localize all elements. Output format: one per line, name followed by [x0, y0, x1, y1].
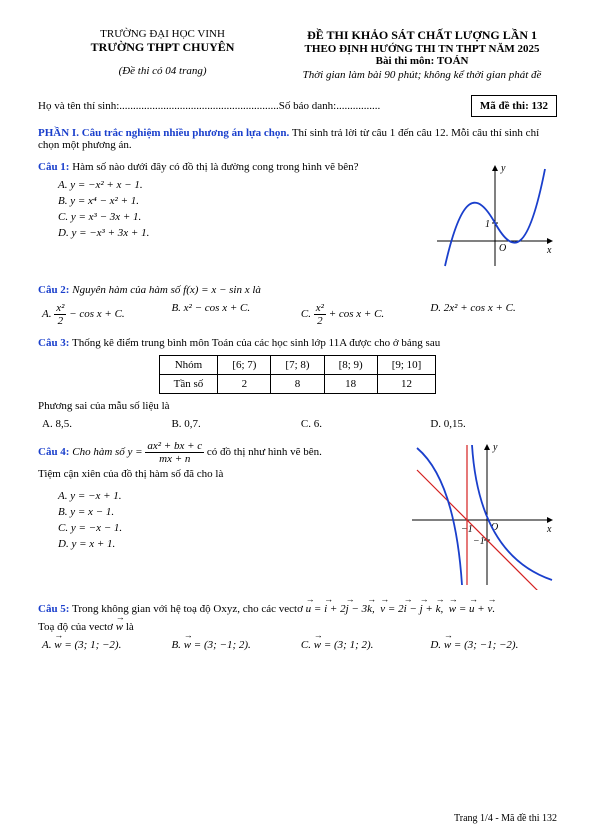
q4-graph: x y O −1 −1 — [407, 440, 557, 593]
table-row: Tần số 2 8 18 12 — [159, 375, 436, 394]
q4-line2: Tiệm cận xiên của đồ thị hàm số đã cho l… — [38, 468, 399, 480]
header-left: TRƯỜNG ĐẠI HỌC VINH TRƯỜNG THPT CHUYÊN (… — [38, 28, 287, 81]
q2-opt-b: B. x² − cos x + C. — [171, 302, 294, 327]
part1-heading: PHẦN I. Câu trắc nghiệm nhiều phương án … — [38, 127, 557, 151]
sbd-label: Số báo danh: — [279, 100, 336, 112]
q5-line2a: Toạ độ của vectơ — [38, 621, 116, 633]
question-4: Câu 4: Cho hàm số y = ax² + bx + cmx + n… — [38, 440, 557, 593]
part1-label: PHẦN I. Câu trắc nghiệm nhiều phương án … — [38, 127, 289, 139]
q2-opt-c: C. x²2 + cos x + C. — [301, 302, 424, 327]
svg-text:x: x — [546, 524, 552, 535]
q3-opt-d: D. 0,15. — [430, 418, 553, 430]
q5-line2b: w — [116, 621, 123, 633]
q5-line2c: là — [126, 621, 134, 633]
q1-label: Câu 1: — [38, 161, 69, 173]
question-2: Câu 2: Nguyên hàm của hàm số f(x) = x − … — [38, 284, 557, 327]
page-footer: Trang 1/4 - Mã đề thi 132 — [454, 813, 557, 824]
q2-text: Nguyên hàm của hàm số f(x) = x − sin x l… — [72, 284, 261, 296]
q1-ylabel: y — [500, 163, 506, 174]
duration: Thời gian làm bài 90 phút; không kể thời… — [287, 69, 557, 81]
q3-table: Nhóm [6; 7) [7; 8) [8; 9) [9; 10] Tần số… — [159, 355, 437, 394]
q1-graph: x y O 1 — [427, 161, 557, 274]
q3-opt-a: A. 8,5. — [42, 418, 165, 430]
q5-text: Trong không gian với hệ toạ độ Oxyz, cho… — [72, 603, 306, 615]
exam-code-box: Mã đề thi: 132 — [471, 95, 557, 117]
q1-opt-c: C. y = x³ − 3x + 1. — [58, 211, 419, 223]
q3-opt-b: B. 0,7. — [171, 418, 294, 430]
q4-pre: Cho hàm số y = — [72, 446, 145, 458]
svg-text:−1: −1 — [473, 536, 485, 547]
svg-text:y: y — [492, 442, 498, 453]
q4-opt-c: C. y = −x − 1. — [58, 522, 399, 534]
page-count: (Đề thi có 04 trang) — [38, 65, 287, 77]
q4-opt-b: B. y = x − 1. — [58, 506, 399, 518]
q3-opt-c: C. 6. — [301, 418, 424, 430]
q5-opt-c: C. w = (3; 1; 2). — [301, 639, 424, 651]
q4-opt-a: A. y = −x + 1. — [58, 490, 399, 502]
q1-ytick1: 1 — [485, 219, 490, 230]
name-dots: ........................................… — [119, 100, 279, 112]
school-name: TRƯỜNG THPT CHUYÊN — [38, 40, 287, 55]
school-univ: TRƯỜNG ĐẠI HỌC VINH — [38, 28, 287, 40]
subject: Bài thi môn: TOÁN — [287, 55, 557, 67]
q1-xlabel: x — [546, 245, 552, 256]
q1-opt-d: D. y = −x³ + 3x + 1. — [58, 227, 419, 239]
q1-origin: O — [499, 243, 506, 254]
exam-header: TRƯỜNG ĐẠI HỌC VINH TRƯỜNG THPT CHUYÊN (… — [38, 28, 557, 81]
q4-label: Câu 4: — [38, 446, 69, 458]
question-3: Câu 3: Thống kê điểm trung bình môn Toán… — [38, 337, 557, 430]
name-label: Họ và tên thí sinh: — [38, 100, 119, 112]
q4-post: có đồ thị như hình vẽ bên. — [207, 446, 322, 458]
exam-title-1: ĐỀ THI KHẢO SÁT CHẤT LƯỢNG LẦN 1 — [287, 28, 557, 43]
q4-opt-d: D. y = x + 1. — [58, 538, 399, 550]
exam-title-2: THEO ĐỊNH HƯỚNG THI TN THPT NĂM 2025 — [287, 43, 557, 55]
q1-opt-a: A. y = −x² + x − 1. — [58, 179, 419, 191]
header-right: ĐỀ THI KHẢO SÁT CHẤT LƯỢNG LẦN 1 THEO ĐỊ… — [287, 28, 557, 81]
q5-label: Câu 5: — [38, 603, 69, 615]
student-info-row: Họ và tên thí sinh: ....................… — [38, 95, 557, 117]
q5-opt-d: D. w = (3; −1; −2). — [430, 639, 553, 651]
question-1: Câu 1: Hàm số nào dưới đây có đồ thị là … — [38, 161, 557, 274]
q1-opt-b: B. y = x⁴ − x² + 1. — [58, 195, 419, 207]
q2-label: Câu 2: — [38, 284, 69, 296]
q1-text: Hàm số nào dưới đây có đồ thị là đường c… — [72, 161, 358, 173]
sbd-dots: ................ — [336, 100, 380, 112]
q3-ptext: Phương sai của mẫu số liệu là — [38, 400, 557, 412]
q5-opt-a: A. w = (3; 1; −2). — [42, 639, 165, 651]
q3-label: Câu 3: — [38, 337, 69, 349]
q5-opt-b: B. w = (3; −1; 2). — [171, 639, 294, 651]
q2-opt-d: D. 2x² + cos x + C. — [430, 302, 553, 327]
q3-text: Thống kê điểm trung bình môn Toán của cá… — [72, 337, 440, 349]
question-5: Câu 5: Trong không gian với hệ toạ độ Ox… — [38, 603, 557, 651]
table-row: Nhóm [6; 7) [7; 8) [8; 9) [9; 10] — [159, 356, 436, 375]
q2-opt-a: A. x²2 − cos x + C. — [42, 302, 165, 327]
